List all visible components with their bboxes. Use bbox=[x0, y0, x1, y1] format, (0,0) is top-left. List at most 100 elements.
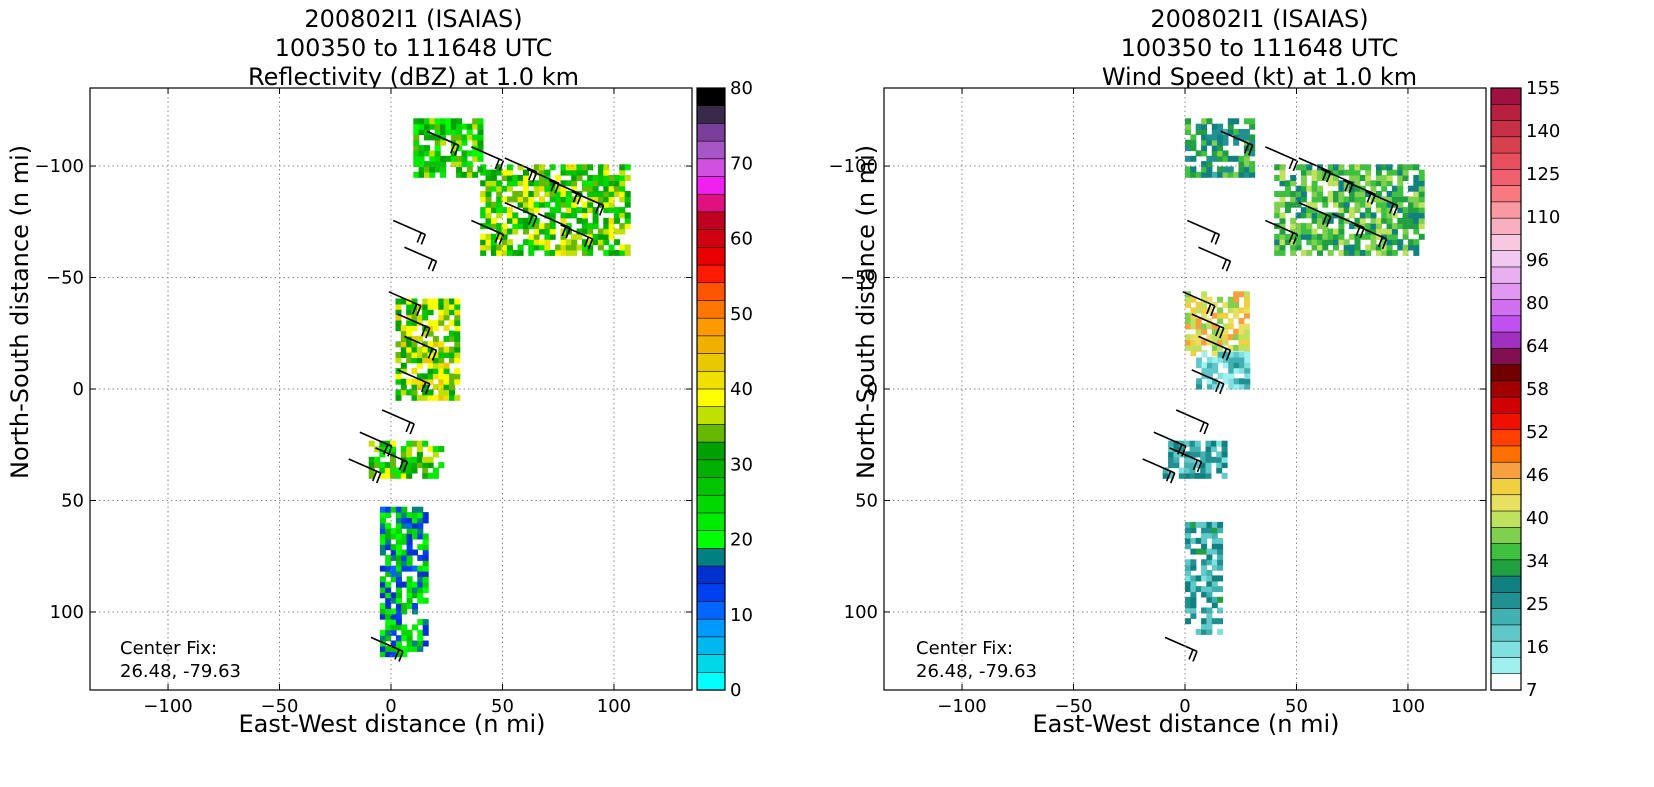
data-cell bbox=[427, 341, 434, 348]
data-cell bbox=[1211, 323, 1218, 330]
data-cell bbox=[533, 217, 540, 224]
data-cell bbox=[434, 155, 441, 162]
colorbar-segment bbox=[1490, 380, 1522, 398]
wind-barb-flag bbox=[1210, 305, 1216, 317]
colorbar-tick-label: 40 bbox=[1526, 508, 1549, 529]
data-cell bbox=[1349, 233, 1356, 240]
data-cell bbox=[1185, 334, 1191, 341]
data-cell bbox=[416, 319, 423, 326]
data-cell bbox=[1327, 196, 1334, 203]
data-cell bbox=[565, 239, 572, 246]
data-cell bbox=[1375, 180, 1382, 187]
data-cell bbox=[1243, 296, 1250, 303]
data-cell bbox=[427, 357, 434, 364]
data-cell bbox=[385, 624, 392, 631]
data-cell bbox=[603, 191, 610, 197]
data-cell bbox=[480, 180, 487, 187]
data-cell bbox=[1194, 446, 1201, 453]
data-cell bbox=[406, 635, 413, 642]
colorbar-segment bbox=[1490, 103, 1522, 122]
data-cell bbox=[1233, 129, 1240, 135]
data-cell bbox=[1244, 372, 1251, 379]
data-cell bbox=[385, 603, 392, 609]
data-cell bbox=[555, 196, 562, 203]
wind-barb-flag bbox=[416, 305, 422, 317]
data-cell bbox=[477, 134, 484, 141]
data-cell bbox=[438, 309, 445, 316]
data-cell bbox=[432, 472, 439, 479]
data-cell bbox=[1185, 296, 1191, 303]
data-cell bbox=[608, 201, 615, 208]
data-cell bbox=[1185, 323, 1191, 330]
data-cell bbox=[608, 180, 615, 187]
data-cell bbox=[1338, 239, 1345, 246]
data-cell bbox=[401, 533, 408, 540]
data-cell bbox=[1212, 378, 1219, 385]
data-cell bbox=[400, 335, 407, 342]
data-cell bbox=[1402, 196, 1409, 203]
data-cell bbox=[560, 191, 567, 197]
data-cell bbox=[1402, 249, 1409, 256]
data-cell bbox=[528, 196, 535, 203]
data-cell bbox=[1349, 169, 1356, 176]
data-cell bbox=[1212, 383, 1219, 390]
data-cell bbox=[1162, 467, 1169, 474]
data-cell bbox=[422, 538, 429, 545]
data-cell bbox=[506, 212, 513, 219]
wind-barb bbox=[537, 213, 571, 229]
data-cell bbox=[496, 228, 503, 235]
wind-barb-flag bbox=[398, 459, 405, 471]
data-cell bbox=[1284, 239, 1291, 246]
data-cell bbox=[1359, 196, 1366, 203]
data-cell bbox=[1338, 223, 1345, 230]
wind-barb bbox=[1198, 335, 1231, 352]
data-cell bbox=[1228, 362, 1235, 369]
data-cell bbox=[422, 462, 429, 469]
colorbar-segment bbox=[1490, 315, 1522, 333]
data-cell bbox=[555, 185, 562, 192]
wind-barb-flag bbox=[425, 327, 431, 339]
data-cell bbox=[496, 201, 503, 208]
data-cell bbox=[597, 196, 604, 203]
data-cell bbox=[603, 169, 610, 176]
colorbar-segment bbox=[1490, 201, 1522, 219]
data-cell bbox=[454, 394, 461, 401]
data-cell bbox=[1227, 334, 1234, 341]
data-cell bbox=[1322, 233, 1329, 240]
colorbar-segment bbox=[696, 494, 726, 514]
data-cell bbox=[1243, 339, 1250, 346]
colorbar-segment bbox=[696, 317, 726, 337]
data-cell bbox=[438, 298, 445, 305]
data-cell bbox=[1205, 462, 1212, 469]
data-cell bbox=[1228, 383, 1235, 390]
y-tick-label: 50 bbox=[855, 490, 878, 511]
data-cell bbox=[413, 134, 420, 141]
data-cell bbox=[501, 196, 508, 203]
data-cell bbox=[480, 249, 487, 256]
data-cell bbox=[1408, 201, 1414, 208]
data-cell bbox=[400, 330, 407, 337]
data-cell bbox=[385, 587, 392, 593]
data-cell bbox=[1408, 207, 1414, 214]
wind-barb-flag bbox=[1199, 421, 1205, 433]
data-cell bbox=[1243, 161, 1250, 168]
data-cell bbox=[1195, 150, 1202, 157]
data-cell bbox=[539, 164, 545, 171]
data-cell bbox=[597, 180, 604, 187]
data-cell bbox=[1397, 244, 1404, 251]
wind-barb bbox=[375, 447, 408, 463]
data-cell bbox=[406, 309, 413, 316]
wind-barb bbox=[504, 157, 538, 173]
data-cell bbox=[1295, 185, 1302, 192]
data-cell bbox=[1211, 521, 1218, 528]
data-cell bbox=[422, 472, 429, 479]
data-cell bbox=[555, 201, 562, 208]
data-cell bbox=[395, 394, 402, 401]
wind-barb bbox=[549, 179, 582, 196]
data-cell bbox=[1173, 462, 1180, 469]
data-cell bbox=[401, 629, 408, 636]
data-cell bbox=[449, 346, 455, 353]
data-cell bbox=[1227, 307, 1234, 314]
data-cell bbox=[401, 635, 408, 642]
data-cell bbox=[533, 233, 540, 240]
